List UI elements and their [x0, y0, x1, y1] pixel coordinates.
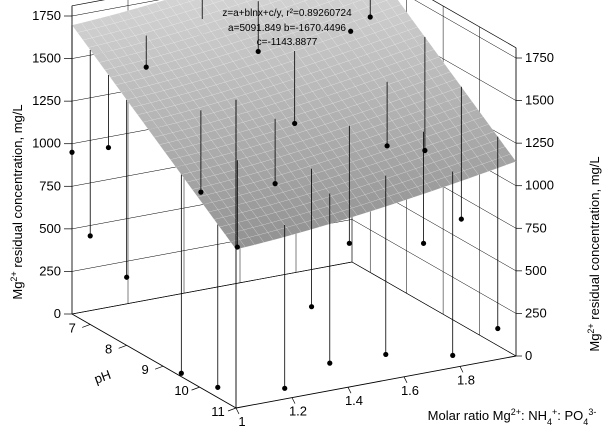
z-tick-label-right: 1750 [525, 50, 554, 65]
z-tick-label-right: 1250 [525, 135, 554, 150]
data-point [282, 386, 287, 391]
y-tick-label: 8 [105, 341, 112, 356]
z-tick-label-left: 0 [54, 306, 61, 321]
equation-line-3: c=-1143.8877 [257, 37, 318, 48]
tick-mark [82, 324, 90, 327]
data-point [309, 304, 314, 309]
data-point [179, 371, 184, 376]
data-point [88, 233, 93, 238]
z-tick-label-right: 1000 [525, 178, 554, 193]
data-point [124, 275, 129, 280]
z-tick-label-left: 1500 [32, 51, 61, 66]
data-point [421, 241, 426, 246]
data-point [385, 143, 390, 148]
data-point [347, 241, 352, 246]
data-point [368, 14, 373, 19]
y-tick-label: 11 [211, 404, 225, 419]
data-point [495, 326, 500, 331]
x-tick-label: 1.4 [345, 393, 363, 408]
tick-mark [192, 387, 200, 390]
y-tick-label: 9 [141, 362, 148, 377]
data-point [273, 181, 278, 186]
tick-mark [119, 345, 127, 348]
y-tick-label: 10 [174, 383, 188, 398]
tick-mark [228, 408, 236, 411]
data-point [144, 65, 149, 70]
z-tick-label-right: 1500 [525, 93, 554, 108]
data-point [327, 361, 332, 366]
z-tick-label-left: 500 [39, 221, 61, 236]
data-point [450, 353, 455, 358]
data-point [292, 121, 297, 126]
data-point [383, 352, 388, 357]
data-point [459, 216, 464, 221]
z-tick-label-right: 0 [525, 348, 532, 363]
z-tick-label-left: 1000 [32, 136, 61, 151]
data-point [106, 145, 111, 150]
tick-mark [155, 366, 163, 369]
z-tick-label-right: 250 [525, 305, 547, 320]
data-point [256, 49, 261, 54]
x-tick-label: 1.2 [289, 404, 307, 419]
x-tick-label: 1.8 [457, 372, 475, 387]
y-axis-title: pH [92, 367, 113, 387]
z-tick-label-left: 1750 [32, 8, 61, 23]
x-tick-label: 1.6 [401, 383, 419, 398]
x-tick-label: 1 [238, 414, 245, 427]
z-tick-label-right: 750 [525, 220, 547, 235]
z-tick-label-left: 250 [39, 263, 61, 278]
equation-line-1: z=a+blnx+c/y, r²=0.89260724 [222, 8, 352, 19]
z-tick-label-right: 500 [525, 263, 547, 278]
gridline [352, 262, 516, 356]
z-tick-label-left: 1250 [32, 93, 61, 108]
data-point [235, 244, 240, 249]
gridline [352, 219, 516, 313]
y-tick-label: 7 [69, 320, 76, 335]
z-axis-title-left: Mg2+ residual concentration, mg/L [9, 104, 25, 299]
x-axis-title: Molar ratio Mg2+: NH4+: PO43- [428, 407, 597, 427]
data-point [215, 385, 220, 390]
box-edge [72, 314, 236, 408]
z-tick-label-left: 750 [39, 178, 61, 193]
data-point [198, 190, 203, 195]
z-axis-title-right: Mg2+ residual concentration, mg/L [586, 156, 602, 351]
equation-line-2: a=5091.849 b=-1670.4496 [228, 23, 346, 34]
data-point [422, 148, 427, 153]
data-point [69, 150, 74, 155]
data-point [348, 29, 353, 34]
